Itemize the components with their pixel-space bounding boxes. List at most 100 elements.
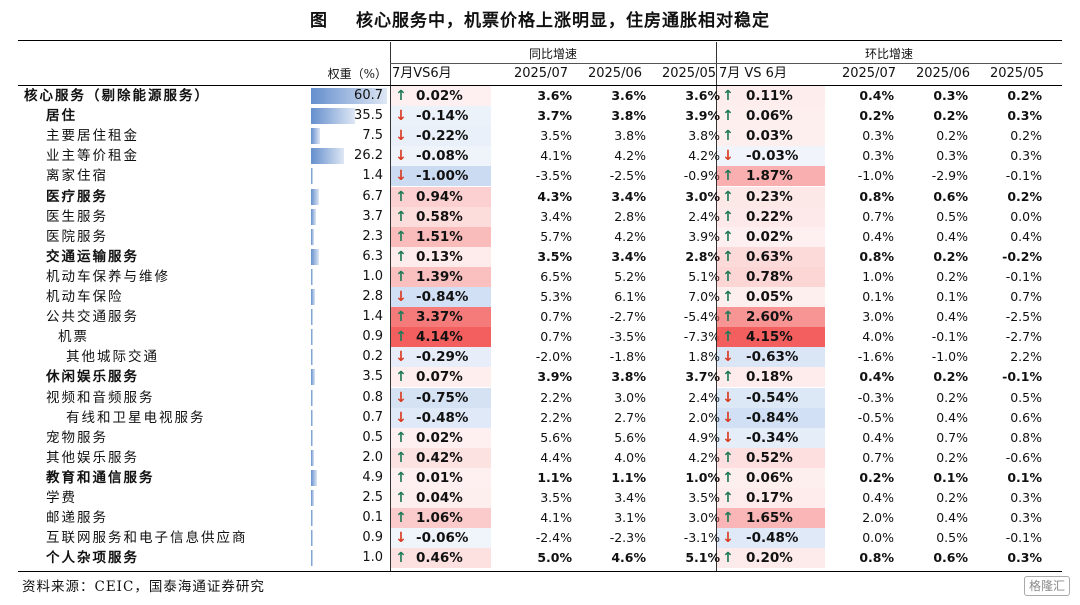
yoy-value: 3.5%	[540, 128, 572, 144]
header-mom-c3: 2025/05	[989, 66, 1044, 81]
mom-change-fill	[717, 347, 825, 368]
weight-bar	[311, 349, 313, 366]
weight-bar	[311, 550, 313, 567]
mom-value: 0.0%	[1010, 208, 1042, 224]
mom-change-value: 0.03%	[746, 128, 793, 145]
mom-value: 0.3%	[1010, 148, 1042, 164]
yoy-value: -3.5%	[609, 329, 646, 345]
row-name: 其他城际交通	[66, 349, 159, 366]
yoy-value: -2.7%	[609, 309, 646, 325]
mom-value: 0.4%	[936, 409, 968, 425]
mom-value: 0.1%	[862, 289, 894, 304]
yoy-value: 2.8%	[685, 248, 720, 264]
mom-value: 0.5%	[936, 208, 968, 224]
yoy-value: 3.5%	[540, 490, 572, 505]
arrow-down-icon: ↓	[722, 530, 734, 547]
yoy-change-fill	[391, 86, 491, 106]
mom-value: 3.0%	[862, 309, 894, 325]
yoy-value: 5.1%	[685, 550, 720, 566]
table-row: 医疗服务 6.7 ↑ 0.94% 4.3% 3.4% 3.0% ↑ 0.23% 0.8% 0.6% 0…	[18, 186, 1062, 207]
yoy-change-fill	[391, 427, 491, 448]
mom-change-value: 0.63%	[746, 248, 793, 265]
mom-value: 0.2%	[933, 369, 968, 385]
weight-bar	[311, 168, 313, 185]
table-row: 邮递服务 0.1 ↑ 1.06% 4.1% 3.1% 3.0% ↑ 1.65% 2.0% 0.4% 0…	[18, 508, 1062, 529]
yoy-value: 5.6%	[614, 429, 646, 445]
mom-change-fill	[717, 106, 825, 127]
mom-change-value: -0.84%	[746, 409, 799, 426]
yoy-change-fill	[391, 447, 491, 468]
yoy-value: -2.0%	[535, 349, 572, 365]
mom-change-value: 1.65%	[746, 510, 793, 527]
arrow-up-icon: ↑	[395, 88, 407, 104]
mom-value: -0.2%	[1002, 248, 1042, 264]
mom-value: 0.4%	[936, 510, 968, 526]
weight-value: 2.5	[362, 490, 383, 505]
yoy-value: 4.1%	[540, 148, 572, 164]
yoy-change-fill	[391, 327, 491, 348]
yoy-change-value: -0.29%	[416, 349, 469, 366]
weight-value: 7.5	[362, 128, 383, 144]
top-rule	[18, 40, 1062, 41]
mom-value: 0.4%	[859, 369, 894, 385]
yoy-change-fill	[391, 246, 491, 267]
yoy-value: 5.6%	[540, 429, 572, 445]
mom-value: 0.8%	[859, 248, 894, 264]
weight-bar	[311, 429, 313, 446]
weight-bar	[311, 228, 314, 245]
weight-bar	[311, 108, 356, 125]
yoy-change-fill	[391, 508, 491, 529]
weight-value: 3.5	[362, 369, 383, 385]
table-row: 其他城际交通 0.2 ↓ -0.29% -2.0% -1.8% 1.8% ↓ -0.63% -1.…	[18, 347, 1062, 368]
mom-change-value: 0.52%	[746, 449, 793, 466]
row-name: 宠物服务	[46, 429, 108, 446]
mom-value: 2.2%	[1010, 349, 1042, 365]
mom-value: 0.5%	[936, 530, 968, 546]
arrow-up-icon: ↑	[395, 429, 407, 446]
mom-value: -0.1%	[1005, 268, 1042, 284]
yoy-value: -3.1%	[683, 530, 720, 546]
arrow-up-icon: ↑	[722, 490, 734, 506]
yoy-value: 3.4%	[614, 490, 646, 505]
arrow-up-icon: ↑	[395, 208, 407, 225]
mom-value: -0.1%	[1005, 530, 1042, 546]
mom-value: 0.2%	[1007, 188, 1042, 204]
yoy-value: 3.9%	[688, 228, 720, 244]
row-name: 交通运输服务	[46, 248, 139, 265]
table-row: 离家住宿 1.4 ↓ -1.00% -3.5% -2.5% -0.9% ↑ 1.87% -1.0%…	[18, 166, 1062, 187]
table-row: 医院服务 2.3 ↑ 1.51% 5.7% 4.2% 3.9% ↑ 0.02% 0.4% 0.4% 0…	[18, 226, 1062, 247]
yoy-change-fill	[391, 106, 491, 127]
yoy-value: 4.9%	[688, 429, 720, 445]
arrow-down-icon: ↓	[395, 108, 407, 125]
yoy-value: 4.2%	[688, 148, 720, 164]
arrow-up-icon: ↑	[395, 469, 407, 486]
arrow-down-icon: ↓	[722, 148, 734, 165]
weight-value: 2.0	[362, 449, 383, 465]
arrow-up-icon: ↑	[722, 550, 734, 567]
mom-value: 0.2%	[936, 268, 968, 284]
weight-bar	[311, 248, 319, 265]
mom-value: 0.2%	[933, 248, 968, 264]
mom-value: 0.8%	[859, 550, 894, 566]
weight-value: 1.4	[362, 168, 383, 184]
watermark-logo: 格隆汇	[1023, 576, 1070, 596]
mom-change-value: 4.15%	[746, 329, 793, 346]
yoy-value: 4.3%	[537, 188, 572, 204]
mom-value: 0.2%	[859, 469, 894, 485]
table-row: 机票 0.9 ↑ 4.14% 0.7% -3.5% -7.3% ↑ 4.15% 4.0% -0.1%…	[18, 327, 1062, 348]
yoy-value: 6.1%	[614, 289, 646, 304]
table-row: 有线和卫星电视服务 0.7 ↓ -0.48% 2.2% 2.7% 2.0% ↓ -0.84% -0…	[18, 407, 1062, 428]
weight-bar	[311, 268, 313, 285]
mom-change-value: -0.63%	[746, 349, 799, 366]
yoy-value: 3.5%	[537, 248, 572, 264]
mom-value: 0.2%	[936, 389, 968, 405]
mom-change-fill	[717, 126, 825, 147]
mom-change-fill	[717, 186, 825, 207]
mom-value: -1.0%	[931, 349, 968, 365]
weight-bar	[311, 309, 313, 326]
mom-change-fill	[717, 548, 825, 569]
row-name: 教育和通信服务	[46, 469, 155, 486]
mom-change-fill	[717, 146, 825, 167]
yoy-value: 4.2%	[688, 449, 720, 465]
weight-value: 4.9	[362, 469, 383, 485]
